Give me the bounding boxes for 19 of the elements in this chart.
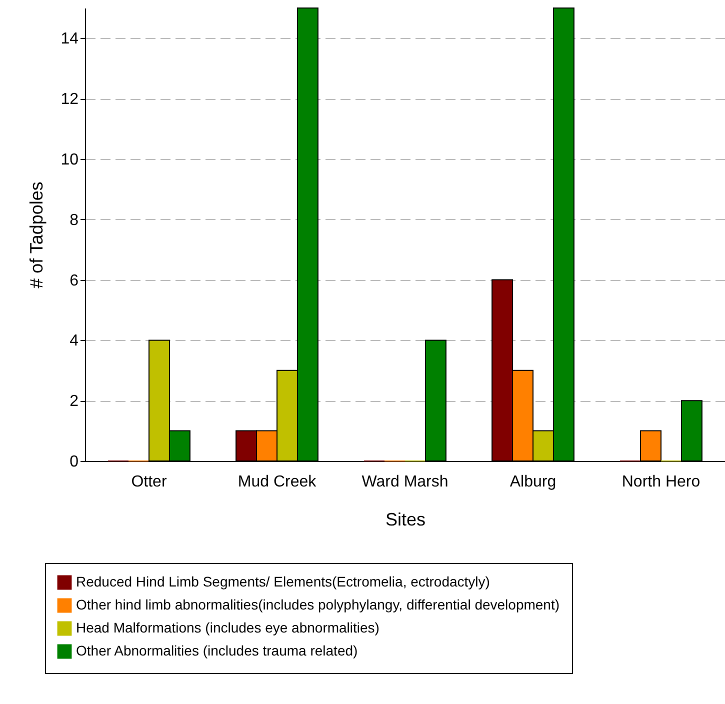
y-tick-label: 0 [70,454,79,470]
x-axis-title: Sites [385,510,426,530]
y-axis-title: # of Tadpoles [26,182,47,288]
x-tick-label: Mud Creek [238,474,318,490]
x-tick-label: Otter [131,474,168,490]
legend-label: Other Abnormalities (includes trauma related) [76,642,358,658]
x-tick-label: North Hero [622,474,700,490]
y-tick-label: 4 [70,332,79,350]
x-tick-label: Ward Marsh [362,474,448,490]
legend-label: Other hind limb abnormalities(includes polyphylangy, differential development) [76,596,560,612]
y-tick-label: 8 [70,212,79,229]
legend-label: Head Malformations (includes eye abnormalities) [76,620,380,636]
y-tick-label: 2 [70,393,79,410]
legend-label: Reduced Hind Limb Segments/ Elements(Ectromelia, ectrodactyly) [76,574,490,590]
x-tick-label: Alburg [510,474,556,490]
y-tick-label: 12 [60,91,79,108]
y-tick-label: 10 [60,152,79,168]
y-tick-label: 14 [60,30,79,48]
y-tick-label: 6 [70,272,79,290]
